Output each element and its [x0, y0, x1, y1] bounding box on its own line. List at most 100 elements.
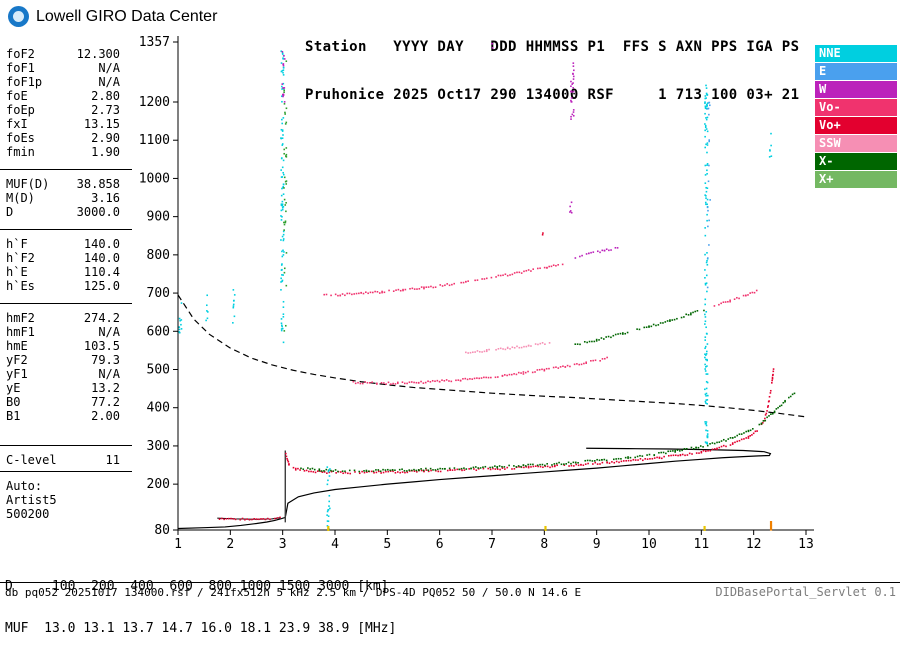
- svg-text:9: 9: [593, 537, 601, 552]
- distance-row: D 100 200 400 600 800 1000 1500 3000 [km…: [5, 579, 389, 594]
- legend-item-xplus: X+: [815, 171, 897, 188]
- param-value: 3000.0: [76, 205, 120, 219]
- svg-text:300: 300: [147, 439, 170, 454]
- station-header: Station YYYY DAY DDD HHMMSS P1 FFS S AXN…: [305, 7, 799, 135]
- param-value: 13.2: [91, 381, 120, 395]
- param-value: 77.2: [91, 395, 120, 409]
- param-label: hmF1: [6, 325, 35, 339]
- param-label: yF1: [6, 367, 28, 381]
- param-group: Auto: Artist5 500200: [0, 472, 132, 531]
- svg-text:600: 600: [147, 324, 170, 339]
- param-label: Auto:: [6, 479, 43, 493]
- svg-text:1: 1: [174, 537, 182, 552]
- param-row: h`F 140.0: [0, 237, 132, 251]
- svg-text:200: 200: [147, 477, 170, 492]
- param-row: foEs 2.90: [0, 131, 132, 145]
- param-value: N/A: [98, 61, 120, 75]
- param-group: foF2 12.300 foF1 N/A foF1p N/A foE 2.80 foEp 2.73…: [0, 40, 132, 169]
- param-row: foF1p N/A: [0, 75, 132, 89]
- param-group: hmF2 274.2 hmF1 N/A hmE 103.5 yF2 79.3 yF1 N/A yE 1…: [0, 303, 132, 433]
- legend-item-voplus: Vo+: [815, 117, 897, 134]
- muf-row: MUF 13.0 13.1 13.7 14.7 16.0 18.1 23.9 3…: [5, 621, 397, 636]
- param-label: fxI: [6, 117, 28, 131]
- legend-item-nne: NNE: [815, 45, 897, 62]
- param-value: 13.15: [83, 117, 120, 131]
- status-bar: db pq052 20251017 134000.rsf / 241fx512h…: [0, 582, 900, 600]
- giro-logo-icon: [8, 6, 29, 27]
- param-row: MUF(D) 38.858: [0, 177, 132, 191]
- svg-text:800: 800: [147, 248, 170, 263]
- param-group: MUF(D) 38.858 M(D) 3.16 D 3000.0: [0, 169, 132, 229]
- param-group: C-level 11: [0, 445, 132, 472]
- svg-text:1200: 1200: [139, 95, 170, 110]
- svg-text:11: 11: [694, 537, 710, 552]
- param-row: fmin 1.90: [0, 145, 132, 159]
- legend-item-ssw: SSW: [815, 135, 897, 152]
- svg-text:1100: 1100: [139, 133, 170, 148]
- svg-text:1357: 1357: [139, 35, 170, 50]
- svg-text:3: 3: [279, 537, 287, 552]
- legend-item-xminus: X-: [815, 153, 897, 170]
- brand-title: Lowell GIRO Data Center: [36, 7, 218, 25]
- param-label: h`E: [6, 265, 28, 279]
- param-label: foEp: [6, 103, 35, 117]
- param-row: 500200: [0, 507, 132, 521]
- param-value: 125.0: [83, 279, 120, 293]
- servlet-version: DIDBasePortal_Servlet 0.1: [715, 585, 896, 599]
- param-row: B1 2.00: [0, 409, 132, 423]
- param-row: hmF2 274.2: [0, 311, 132, 325]
- param-value: 110.4: [83, 265, 120, 279]
- param-row: fxI 13.15: [0, 117, 132, 131]
- svg-text:400: 400: [147, 401, 170, 416]
- param-value: 274.2: [83, 311, 120, 325]
- svg-text:4: 4: [331, 537, 339, 552]
- param-row: Artist5: [0, 493, 132, 507]
- legend-item-w: W: [815, 81, 897, 98]
- svg-text:6: 6: [436, 537, 444, 552]
- param-label: yF2: [6, 353, 28, 367]
- param-value: N/A: [98, 325, 120, 339]
- param-row: yE 13.2: [0, 381, 132, 395]
- param-label: foE: [6, 89, 28, 103]
- param-label: 500200: [6, 507, 50, 521]
- param-value: 12.300: [76, 47, 120, 61]
- param-row: yF1 N/A: [0, 367, 132, 381]
- param-row: yF2 79.3: [0, 353, 132, 367]
- trace-legend: NNE E W Vo- Vo+ SSW X- X+: [815, 45, 897, 189]
- param-label: foF2: [6, 47, 35, 61]
- svg-text:10: 10: [641, 537, 657, 552]
- param-value: 2.80: [91, 89, 120, 103]
- param-label: B1: [6, 409, 21, 423]
- param-label: MUF(D): [6, 177, 50, 191]
- legend-item-vominus: Vo-: [815, 99, 897, 116]
- param-label: hmE: [6, 339, 28, 353]
- svg-text:500: 500: [147, 362, 170, 377]
- scaled-muf-table: D 100 200 400 600 800 1000 1500 3000 [km…: [5, 552, 396, 664]
- param-row: foF2 12.300: [0, 47, 132, 61]
- svg-text:700: 700: [147, 286, 170, 301]
- param-label: h`F: [6, 237, 28, 251]
- param-value: 140.0: [83, 251, 120, 265]
- param-panel: foF2 12.300 foF1 N/A foF1p N/A foE 2.80 foEp 2.73…: [0, 40, 132, 531]
- status-text: db pq052 20251017 134000.rsf / 241fx512h…: [5, 586, 582, 599]
- svg-text:12: 12: [746, 537, 762, 552]
- param-value: 140.0: [83, 237, 120, 251]
- svg-text:80: 80: [154, 523, 170, 538]
- param-value: 79.3: [91, 353, 120, 367]
- param-label: Artist5: [6, 493, 57, 507]
- brand[interactable]: Lowell GIRO Data Center: [8, 6, 217, 27]
- svg-text:8: 8: [540, 537, 548, 552]
- param-value: 2.90: [91, 131, 120, 145]
- param-row: B0 77.2: [0, 395, 132, 409]
- param-row: Auto:: [0, 479, 132, 493]
- param-value: 2.00: [91, 409, 120, 423]
- svg-text:13: 13: [798, 537, 814, 552]
- param-value: 2.73: [91, 103, 120, 117]
- param-value: 38.858: [76, 177, 120, 191]
- param-label: C-level: [6, 453, 57, 467]
- param-row: foEp 2.73: [0, 103, 132, 117]
- param-label: yE: [6, 381, 21, 395]
- svg-text:7: 7: [488, 537, 496, 552]
- param-row: h`F2 140.0: [0, 251, 132, 265]
- param-value: 103.5: [83, 339, 120, 353]
